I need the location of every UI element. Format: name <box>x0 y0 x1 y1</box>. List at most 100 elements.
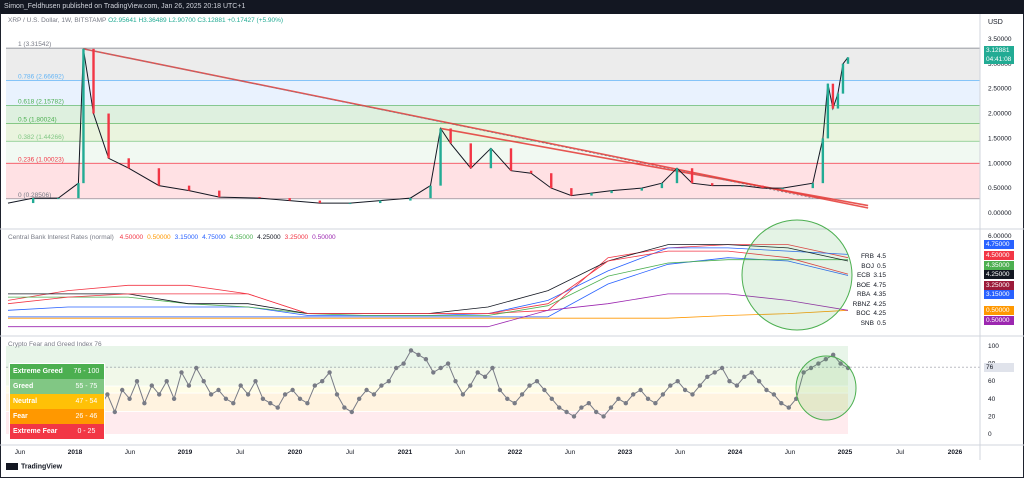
fg-point <box>808 365 814 371</box>
central-bank-labels: FRB 4.5 BOJ 0.5 ECB 3.15 BOE 4.75 RBA 4.35 RBNZ 4.2… <box>848 252 886 328</box>
price-candle <box>409 198 412 201</box>
ohlc-open: O2.95641 <box>108 17 137 24</box>
time-tick: 2024 <box>728 449 743 456</box>
price-candle <box>821 138 825 184</box>
price-tick: 3.50000 <box>988 36 1012 43</box>
price-candle <box>258 197 261 199</box>
fg-point <box>223 396 229 401</box>
rate-badge: 4.50000 <box>984 251 1014 260</box>
fg-point <box>564 409 569 415</box>
fg-point <box>542 387 547 393</box>
bank-rate: 0.5 <box>876 319 886 327</box>
rate-badge: 3.15000 <box>984 290 1014 299</box>
bank-rate: 3.15 <box>873 272 886 279</box>
fg-point <box>779 401 784 406</box>
fg-point <box>571 414 577 419</box>
time-tick: 2023 <box>618 449 633 456</box>
rate-line-ecb <box>8 257 849 318</box>
price-candle <box>379 200 382 204</box>
fib-label: 0.5 (1.80024) <box>18 116 57 123</box>
indicator-value: 76 <box>94 341 102 348</box>
bank-rate: 4.75 <box>873 281 886 289</box>
time-tick: Jul <box>236 449 245 456</box>
fg-point <box>305 401 310 406</box>
time-tick: 2026 <box>948 449 963 456</box>
bank-rate: 4.25 <box>873 310 886 317</box>
price-candle <box>836 93 840 109</box>
price-candle <box>82 48 85 184</box>
sentiment-band <box>6 412 848 434</box>
price-candle <box>57 198 60 200</box>
fib-label: 0.618 (2.15782) <box>18 99 64 106</box>
fg-zone-name: Extreme Fear <box>13 428 58 435</box>
fg-point <box>645 396 651 401</box>
fg-point <box>594 409 599 415</box>
bank-name: SNB <box>860 319 874 327</box>
highlight-circle <box>741 219 853 331</box>
fib-band <box>6 80 980 106</box>
fg-point <box>534 379 540 384</box>
central-bank-label: FRB 4.5 <box>848 252 886 262</box>
fg-point <box>364 387 369 393</box>
fg-point <box>668 383 673 388</box>
fear-greed-table: Extreme Greed 76 - 100 Greed 55 - 75 Neutral… <box>9 363 105 440</box>
fg-point <box>408 348 414 353</box>
price-candle <box>127 158 130 169</box>
brand-text: TradingView <box>21 463 63 471</box>
fg-point <box>682 387 688 393</box>
price-candle <box>469 143 472 169</box>
fg-point <box>527 383 532 388</box>
fg-point <box>705 374 710 379</box>
rate-badge: 4.35000 <box>984 261 1014 270</box>
fib-band <box>6 48 980 81</box>
price-candle <box>318 200 322 204</box>
fg-point <box>216 387 221 393</box>
time-axis: Jun 2018 Jun 2019 Jul 2020 Jul 2021 Jun 2022 Jun 20… <box>15 14 981 460</box>
fg-zone-range: 26 - 46 <box>75 413 98 420</box>
fg-point <box>142 401 147 406</box>
rate-badge: 0.50000 <box>984 316 1014 325</box>
fg-point <box>238 383 243 388</box>
price-candle <box>449 128 452 144</box>
price-candle <box>781 188 784 190</box>
price-candle <box>741 185 744 187</box>
fg-point <box>112 409 118 415</box>
price-candle <box>107 113 110 159</box>
fg-point <box>690 392 695 397</box>
fg-point <box>608 405 614 410</box>
price-tick: 0.50000 <box>988 185 1012 192</box>
fg-point <box>179 370 184 375</box>
fg-point <box>482 374 488 379</box>
fg-point <box>764 387 769 393</box>
fg-point <box>386 379 391 384</box>
fg-point <box>616 396 621 401</box>
fg-table-row: Extreme Greed 76 - 100 <box>10 364 104 379</box>
fg-point <box>149 383 154 388</box>
fib-band <box>6 141 980 164</box>
fg-point <box>297 396 303 401</box>
price-candle <box>288 198 291 201</box>
fg-point <box>601 414 606 419</box>
fg-point <box>282 392 288 397</box>
rate-legend-value: 4.35000 <box>229 234 254 241</box>
fg-point <box>631 392 636 397</box>
time-tick: 2019 <box>178 449 193 456</box>
fg-tick: 20 <box>988 413 996 420</box>
price-candle <box>429 185 432 199</box>
fib-band <box>6 105 980 124</box>
fg-point <box>275 405 280 410</box>
fib-label: 0.236 (1.00023) <box>18 156 64 163</box>
rate-line-rba <box>8 259 848 316</box>
price-candle <box>660 183 664 189</box>
price-tick: 0.00000 <box>988 210 1012 217</box>
fg-point <box>416 352 421 357</box>
tradingview-logo: TradingView <box>6 463 62 470</box>
fg-table-row: Extreme Fear 0 - 25 <box>10 424 104 439</box>
fg-point <box>186 383 192 388</box>
price-candle <box>187 185 191 191</box>
fg-zone-name: Greed <box>13 383 34 390</box>
price-panel: 1 (3.31542) 0.786 (2.66692) 0.618 (2.15782… <box>0 36 1024 230</box>
fg-point <box>734 383 740 388</box>
last-price-badge: 3.12881 04:41:08 <box>984 46 1014 64</box>
